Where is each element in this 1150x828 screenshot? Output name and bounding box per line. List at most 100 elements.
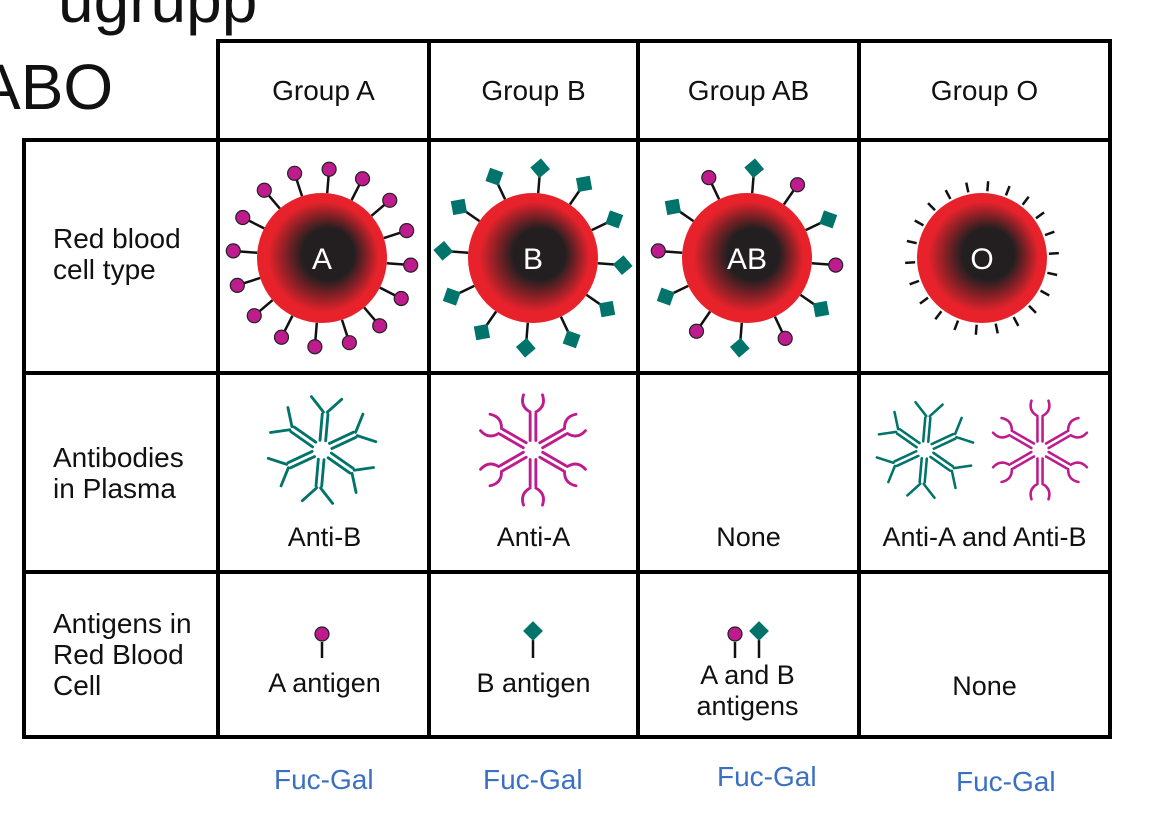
cell-letter: A: [312, 243, 332, 276]
red-blood-cell-icon: [917, 193, 1047, 323]
antibody-stem: [538, 455, 565, 472]
b-antigen-icon: [729, 337, 750, 358]
antibody-stem: [1009, 450, 1033, 466]
antigen-stub: [909, 279, 920, 286]
b-antigen-icon: [575, 175, 593, 193]
antibody-arm: [914, 400, 928, 418]
antibody-arm: [479, 462, 501, 471]
antibody-arm: [319, 486, 335, 505]
antibody-stem: [541, 432, 568, 450]
antigen-stalk: [350, 184, 361, 201]
antibody-stem: [1044, 455, 1068, 470]
antibody-stem: [541, 450, 568, 468]
header-label: Group B: [481, 74, 586, 106]
antigen-stub: [905, 260, 916, 265]
row-label-cell-type: Red blood cell type: [53, 223, 181, 285]
anti-a-antibody-icon: [538, 450, 587, 488]
antibody-arm: [1000, 467, 1014, 484]
anti-a-antibody-icon: [1029, 457, 1051, 501]
antibody-stem: [501, 428, 528, 445]
a-antigen-icon: [382, 192, 398, 208]
antigen-stalk: [805, 221, 822, 232]
antibody-stem: [320, 458, 326, 488]
antibody-arm: [286, 406, 294, 429]
a-antigen-icon: [789, 177, 806, 193]
b-antigen-icon: [664, 198, 682, 216]
antibody-arm: [906, 482, 922, 497]
antibody-arm: [991, 431, 1011, 439]
antibody-stem: [498, 432, 525, 450]
antigen-stub: [1012, 316, 1020, 327]
antibody-stem: [929, 455, 952, 472]
anti-a-antibody-icon: [991, 416, 1036, 450]
antigen-stalk: [267, 194, 281, 210]
antibody-arm: [950, 469, 957, 490]
b-antigen-icon: [485, 167, 504, 186]
a-antigen-icon: [650, 243, 666, 259]
antibody-arm: [1041, 399, 1051, 418]
col-divider: [427, 138, 431, 739]
antigen-stalk: [496, 183, 507, 200]
row-divider: [22, 371, 1112, 375]
antigen-stalk: [750, 176, 755, 194]
a-antigen-icon: [403, 257, 419, 273]
anti-b-antibody-icon: [300, 457, 335, 505]
antibody-arm: [354, 412, 365, 434]
antibody-label-a: Anti-B: [287, 522, 362, 552]
col-divider: [216, 138, 220, 739]
b-antigen-icon: [530, 158, 551, 179]
antibody-label-b: Anti-A: [496, 522, 571, 552]
antibody-arm: [488, 412, 503, 430]
anti-a-antibody-icon: [538, 412, 587, 450]
b-antigen-icon: [812, 300, 830, 318]
anti-b-antibody-icon: [309, 395, 344, 443]
table-body: [22, 138, 1112, 739]
anti-a-antibody-icon: [479, 412, 528, 450]
anti-a-antibody-icon: [1044, 416, 1089, 450]
col-divider: [857, 138, 861, 739]
annotation-fuc-gal: Fuc-Gal: [717, 761, 817, 792]
antigen-stub: [1021, 195, 1030, 206]
antigen-stub: [1047, 271, 1058, 277]
antigen-stub: [906, 239, 917, 245]
antigen-stalk: [678, 210, 695, 223]
header-label: Group O: [930, 74, 1039, 106]
a-antigen-icon: [354, 171, 371, 187]
anti-a-antibody-icon: [521, 393, 545, 442]
b-antigen-icon: [523, 621, 543, 641]
b-antigen-icon: [656, 287, 675, 306]
red-blood-cell-icon: [257, 193, 387, 323]
antibody-arm: [350, 471, 358, 494]
red-blood-cell-icon: [468, 193, 598, 323]
antigen-stalk: [295, 179, 304, 197]
antibody-stem: [923, 457, 929, 484]
antigen-stalk: [773, 316, 784, 333]
antibody-stem: [314, 457, 320, 488]
antibody-arm: [893, 410, 900, 431]
antibody-arm: [534, 486, 545, 507]
antibody-arm: [565, 462, 587, 471]
antibody-arm: [1041, 482, 1051, 501]
antibody-arm: [955, 435, 975, 444]
a-antigen-icon: [307, 339, 323, 355]
antigen-stub: [1039, 289, 1050, 297]
b-antigen-icon: [612, 255, 633, 276]
anti-b-antibody-icon: [877, 410, 921, 449]
anti-b-antibody-icon: [326, 451, 375, 494]
antigen-stalk: [379, 286, 396, 297]
antibody-arm: [875, 456, 895, 465]
anti-b-antibody-icon: [906, 456, 936, 500]
anti-b-antibody-icon: [875, 450, 920, 484]
antibody-stem: [930, 432, 955, 446]
antibody-arm: [488, 470, 503, 488]
antigen-stub: [934, 310, 943, 321]
antigen-stalk: [314, 322, 319, 340]
antigen-stub: [919, 296, 929, 305]
antibody-arm: [1066, 416, 1080, 433]
a-antigen-icon: [701, 170, 717, 186]
b-antigen-icon: [473, 323, 491, 341]
antibody-arm: [309, 395, 325, 414]
antibody-arm: [352, 466, 375, 472]
anti-b-antibody-icon: [929, 451, 973, 490]
a-antigen-icon: [688, 323, 705, 339]
